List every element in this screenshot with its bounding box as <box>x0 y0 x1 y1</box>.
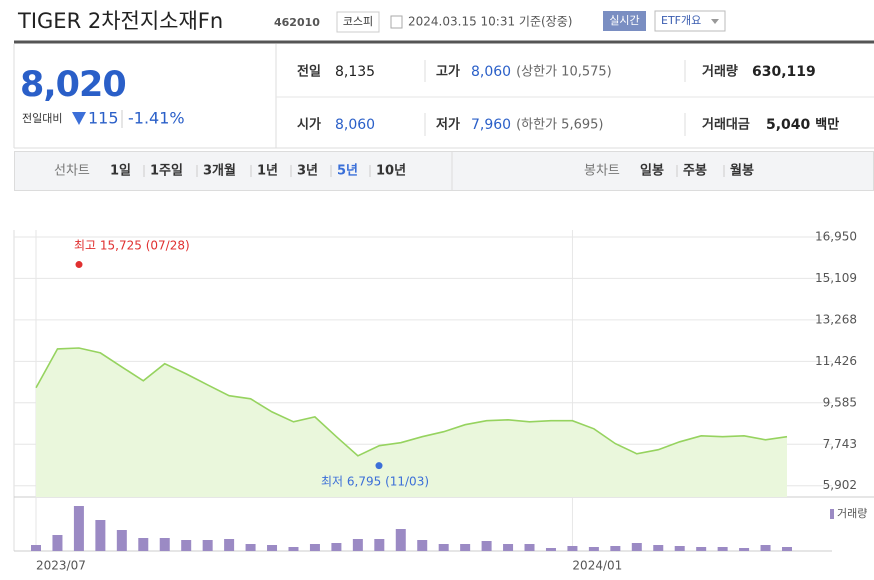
y-tick-label: 7,743 <box>823 437 857 451</box>
volume-bar <box>159 538 170 551</box>
volume-bar <box>717 547 728 551</box>
etf-button[interactable] <box>654 10 726 32</box>
tab[interactable]: 1일 <box>110 164 131 179</box>
y-tick-label: 13,268 <box>815 312 857 326</box>
stat-label: 거래량 <box>702 65 738 80</box>
volume-bar <box>653 545 664 551</box>
tab-bar <box>14 151 874 191</box>
volume-bar <box>331 543 342 551</box>
change-pct: -1.41% <box>128 109 185 128</box>
tab-group-label: 선차트 <box>54 164 90 179</box>
annotation: 최고 15,725 (07/28) <box>74 239 190 253</box>
volume-bar <box>588 547 599 551</box>
volume-bar <box>31 545 41 551</box>
volume-bar <box>202 540 213 551</box>
stat-value: 5,040 <box>766 117 811 133</box>
stat-label: 거래대금 <box>702 118 750 133</box>
volume-bar <box>545 548 556 551</box>
annotation-dot <box>375 462 383 470</box>
volume-bar <box>760 545 771 551</box>
volume-bar <box>352 539 363 551</box>
x-tick-label: 2023/07 <box>36 559 86 573</box>
tab[interactable]: 10년 <box>376 164 406 179</box>
annotation: 최저 6,795 (11/03) <box>321 475 429 489</box>
legend-swatch <box>830 509 834 519</box>
change-label: 전일대비 <box>22 111 62 125</box>
volume-bar <box>395 529 406 551</box>
realtime[interactable]: 실시간 <box>609 14 639 27</box>
title: TIGER 2차전지소재Fn <box>17 9 223 33</box>
stat-label: 저가 <box>436 118 460 133</box>
volume-bar <box>224 539 235 551</box>
stat-label: 고가 <box>436 65 460 80</box>
volume-bar <box>438 544 449 551</box>
price-area <box>36 348 787 497</box>
y-tick-label: 11,426 <box>815 354 857 368</box>
stat-sub: 백만 <box>815 117 839 133</box>
volume-bar <box>460 544 471 551</box>
stat-value: 7,960 <box>471 117 511 133</box>
stat-value: 8,060 <box>471 64 511 80</box>
tab[interactable]: 1년 <box>257 164 278 179</box>
volume-bar <box>739 548 750 551</box>
price-line <box>35 347 788 457</box>
volume-bar <box>245 544 256 551</box>
legend-label: 거래량 <box>837 507 867 520</box>
volume-bar <box>288 547 299 551</box>
tab[interactable]: 주봉 <box>683 164 707 179</box>
y-tick-label: 15,109 <box>815 271 857 285</box>
annotation-dot <box>75 261 83 269</box>
tab[interactable]: 월봉 <box>730 163 754 179</box>
datetime: 2024.03.15 10:31 기준(장중) <box>408 15 572 29</box>
volume-bar <box>631 543 642 551</box>
volume-bar <box>610 546 621 551</box>
volume-bar <box>95 520 106 551</box>
volume-bar <box>374 539 385 551</box>
calendar-icon <box>390 15 403 29</box>
etf-label[interactable]: ETF개요 <box>661 14 701 27</box>
volume-bar <box>267 545 278 551</box>
market: 코스피 <box>343 15 373 28</box>
volume-bar <box>417 540 428 551</box>
volume-bar <box>309 544 320 551</box>
volume-bar <box>52 535 63 551</box>
volume-bar <box>696 547 707 551</box>
current-price: 8,020 <box>20 65 126 105</box>
tab[interactable]: 3개월 <box>203 163 236 179</box>
volume-bar <box>567 546 578 551</box>
code: 462010 <box>274 16 320 29</box>
down-arrow <box>72 112 86 125</box>
volume-bar <box>181 540 192 551</box>
y-tick-label: 5,902 <box>823 478 857 492</box>
volume-bar <box>481 541 492 551</box>
caret <box>711 19 719 24</box>
stat-value: 8,060 <box>335 117 375 133</box>
volume-bar <box>116 530 127 551</box>
y-tick-label: 9,585 <box>823 395 857 409</box>
y-tick-label: 16,950 <box>815 229 857 243</box>
tab[interactable]: 1주일 <box>150 164 183 179</box>
volume-bar <box>674 546 685 551</box>
volume-bar <box>782 547 792 551</box>
tab[interactable]: 3년 <box>297 164 318 179</box>
market-badge <box>336 11 380 33</box>
stat-label: 시가 <box>297 118 321 133</box>
tab[interactable]: 일봉 <box>640 164 664 179</box>
volume-bar <box>73 506 84 551</box>
stat-sub: (상한가 10,575) <box>516 65 612 80</box>
x-tick-label: 2024/01 <box>572 559 622 573</box>
tab-group-label: 봉차트 <box>584 164 620 179</box>
stat-label: 전일 <box>297 64 321 80</box>
volume-bar <box>503 544 514 551</box>
tab[interactable]: 5년 <box>337 164 358 179</box>
change: 115 <box>88 109 119 128</box>
volume-bar <box>524 544 535 551</box>
stat-value: 8,135 <box>335 64 375 80</box>
realtime-button[interactable] <box>603 11 646 31</box>
stat-value: 630,119 <box>752 64 816 80</box>
stat-sub: (하한가 5,695) <box>516 118 603 133</box>
volume-bar <box>138 538 149 551</box>
